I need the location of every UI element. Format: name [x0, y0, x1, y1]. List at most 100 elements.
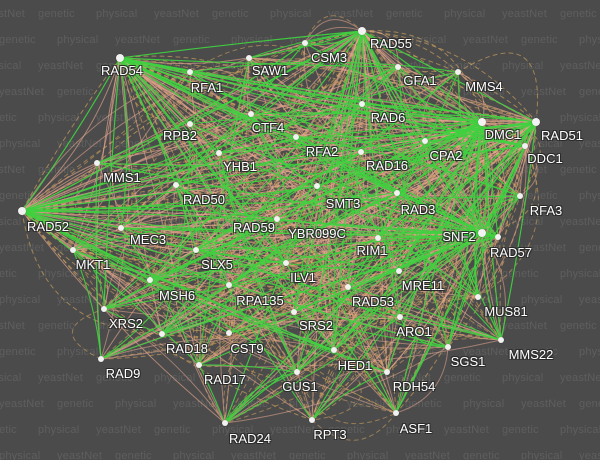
node-marker[interactable]	[192, 246, 200, 254]
node-marker[interactable]	[195, 361, 203, 369]
physical-edge	[149, 279, 449, 349]
node-marker[interactable]	[97, 355, 105, 363]
node-marker[interactable]	[100, 305, 108, 313]
node-marker[interactable]	[158, 330, 166, 338]
node-marker[interactable]	[454, 68, 462, 76]
coexpression-edge	[72, 249, 105, 310]
genetic-edge	[361, 30, 502, 341]
node-marker[interactable]	[344, 283, 352, 291]
node-marker[interactable]	[116, 54, 124, 62]
node-marker[interactable]	[318, 230, 326, 238]
node-marker[interactable]	[186, 120, 194, 128]
node-marker[interactable]	[396, 313, 404, 321]
node-marker[interactable]	[521, 142, 529, 150]
physical-edge	[361, 30, 521, 197]
node-marker[interactable]	[474, 293, 482, 301]
node-label: GUS1	[282, 379, 318, 394]
node-label: MMS1	[103, 170, 141, 185]
genetic-edge	[347, 121, 537, 288]
genetic-edge	[119, 57, 200, 366]
coexpression-edge	[228, 270, 400, 334]
node-label: CST9	[230, 341, 264, 356]
node-marker[interactable]	[247, 110, 255, 118]
node-marker[interactable]	[494, 233, 502, 241]
node-marker[interactable]	[293, 368, 301, 376]
physical-edge	[21, 210, 226, 424]
node-marker[interactable]	[358, 27, 366, 35]
node-marker[interactable]	[392, 409, 400, 417]
genetic-edge	[175, 184, 237, 334]
node-marker[interactable]	[117, 224, 125, 232]
node-marker[interactable]	[357, 148, 365, 156]
coexpression-edge	[21, 103, 363, 212]
node-marker[interactable]	[225, 281, 233, 289]
node-marker[interactable]	[146, 276, 154, 284]
node-marker[interactable]	[290, 308, 298, 316]
coexpression-edge	[198, 195, 521, 366]
physical-edge	[386, 232, 483, 373]
node-marker[interactable]	[374, 234, 382, 242]
coexpression-edge	[395, 195, 521, 414]
node-marker[interactable]	[497, 336, 505, 344]
node-marker[interactable]	[282, 259, 290, 267]
coexpression-edge	[295, 136, 483, 234]
coexpression-edge	[397, 66, 405, 272]
node-label: XRS2	[109, 316, 143, 331]
node-marker[interactable]	[516, 192, 524, 200]
coexpression-edge	[100, 236, 499, 360]
physical-edge	[303, 42, 362, 153]
node-marker[interactable]	[69, 246, 77, 254]
node-marker[interactable]	[478, 229, 486, 237]
genetic-edge	[198, 332, 233, 368]
node-marker[interactable]	[444, 343, 452, 351]
coexpression-edge	[397, 66, 521, 197]
genetic-edge	[228, 284, 502, 341]
node-marker[interactable]	[308, 416, 316, 424]
genetic-edge	[386, 195, 521, 373]
genetic-edge	[119, 57, 287, 264]
node-label: SRS2	[299, 318, 333, 333]
node-marker[interactable]	[313, 182, 321, 190]
coexpression-edge	[218, 152, 499, 238]
node-marker[interactable]	[395, 267, 403, 275]
genetic-edge	[195, 103, 363, 251]
genetic-edge	[161, 270, 400, 337]
node-marker[interactable]	[292, 133, 300, 141]
genetic-edge	[304, 15, 363, 44]
node-marker[interactable]	[93, 159, 101, 167]
node-marker[interactable]	[358, 100, 366, 108]
coexpression-edge	[473, 121, 483, 298]
physical-edge	[395, 346, 449, 414]
coexpression-edge	[21, 185, 318, 212]
node-label: RPT3	[313, 427, 347, 442]
genetic-edge	[361, 30, 487, 234]
node-marker[interactable]	[421, 137, 429, 145]
node-marker[interactable]	[394, 63, 402, 71]
node-marker[interactable]	[478, 118, 486, 126]
node-marker[interactable]	[18, 207, 26, 215]
node-marker[interactable]	[172, 181, 180, 189]
genetic-edge	[296, 371, 397, 425]
node-marker[interactable]	[330, 346, 338, 354]
node-marker[interactable]	[532, 118, 540, 126]
node-marker[interactable]	[215, 149, 223, 157]
coexpression-edge	[120, 227, 483, 234]
node-marker[interactable]	[273, 215, 281, 223]
node-label: SNF2	[442, 229, 476, 244]
node-marker[interactable]	[383, 368, 391, 376]
node-label: RAD52	[27, 219, 69, 234]
coexpression-edge	[218, 152, 298, 373]
node-label: RAD51	[541, 128, 583, 143]
node-marker[interactable]	[301, 39, 309, 47]
coexpression-edge	[224, 30, 363, 424]
physical-edge	[361, 30, 399, 68]
node-marker[interactable]	[393, 189, 401, 197]
coexpression-edge	[361, 30, 483, 123]
node-marker[interactable]	[225, 329, 233, 337]
node-marker[interactable]	[221, 419, 229, 427]
coexpression-edge	[316, 185, 499, 238]
node-marker[interactable]	[245, 54, 253, 62]
node-marker[interactable]	[186, 68, 194, 76]
